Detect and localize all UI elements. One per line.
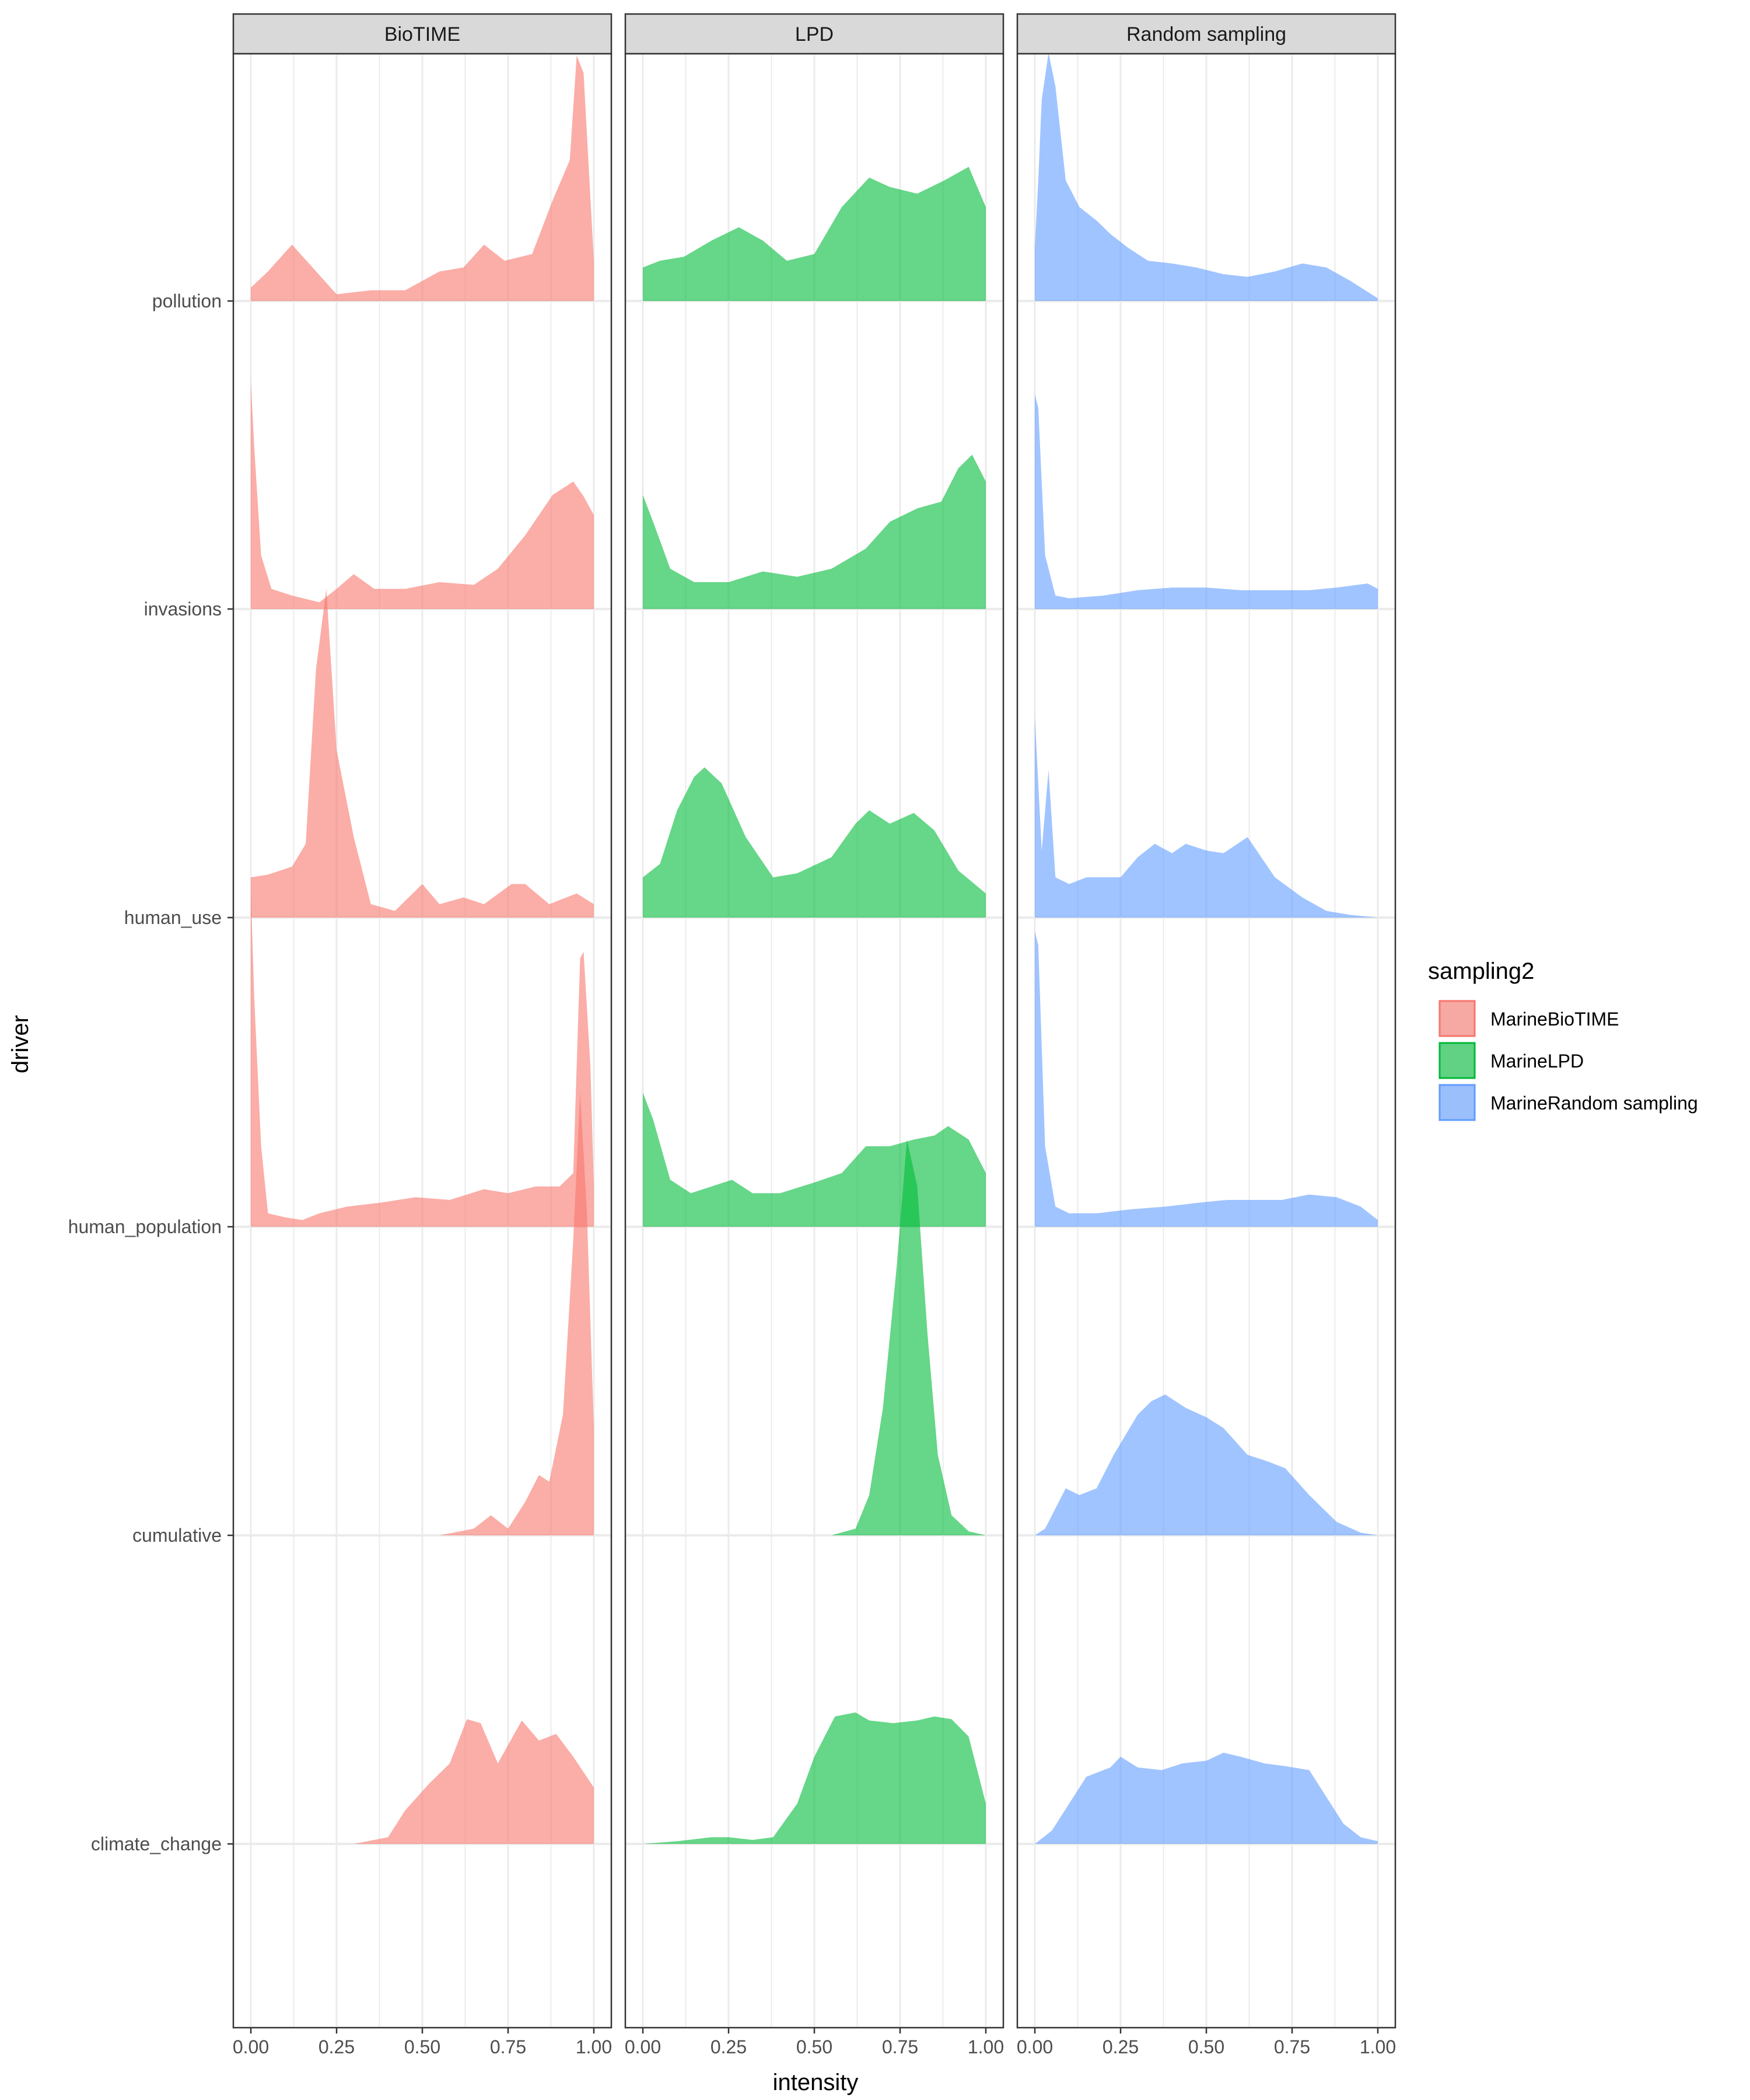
y-tick-label: pollution [152, 290, 222, 312]
legend-item: MarineLPD [1438, 1042, 1584, 1079]
y-tick-label: invasions [144, 598, 222, 620]
facet-strip-label: Random sampling [1126, 23, 1286, 46]
ridge-pollution [1035, 52, 1378, 301]
x-tick-label: 0.50 [1188, 2036, 1224, 2057]
legend-label: MarineRandom sampling [1490, 1093, 1698, 1114]
ridge-climate_change [1035, 1752, 1378, 1844]
ridge-human_use [251, 589, 594, 918]
y-tick-label: cumulative [132, 1525, 222, 1546]
x-tick-label: 1.00 [1360, 2036, 1396, 2057]
ridge-climate_change [643, 1712, 986, 1844]
x-tick-label: 1.00 [968, 2036, 1004, 2057]
legend-title: sampling2 [1428, 958, 1534, 984]
ridge-pollution [643, 167, 986, 301]
x-axes: 0.00 0.25 0.50 0.75 1.00 0.00 0.25 0.50 0.75 1.00… [233, 2028, 1396, 2057]
x-tick-label: 0.25 [318, 2036, 355, 2057]
facet-strip-label: LPD [795, 23, 834, 46]
y-axis-title: driver [8, 1015, 33, 1073]
ridge-cumulative [439, 1093, 594, 1535]
x-tick-label: 0.00 [1017, 2036, 1053, 2057]
ridge-human_population [643, 1093, 986, 1227]
facet-panels: BioTIME LPD Random sampling [232, 13, 1396, 2029]
legend-label: MarineBioTIME [1490, 1009, 1619, 1030]
facet-panel: BioTIME [232, 13, 612, 2029]
ridge-cumulative [1035, 1394, 1378, 1535]
x-tick-label: 0.25 [710, 2036, 747, 2057]
y-tick-label: climate_change [91, 1833, 222, 1854]
y-tick-label: human_use [124, 907, 222, 928]
facet-strip [1016, 13, 1396, 55]
ridge-climate_change [354, 1719, 594, 1844]
ridge-cumulative [831, 1139, 986, 1535]
x-tick-label: 0.25 [1102, 2036, 1139, 2057]
legend-item: MarineRandom sampling [1438, 1084, 1698, 1121]
x-tick-label: 0.75 [490, 2036, 526, 2057]
facet-panel: Random sampling [1016, 13, 1396, 2029]
y-axis: pollution invasions human_use human_populat… [68, 290, 233, 1854]
facet-strip [624, 13, 1005, 55]
legend-item: MarineBioTIME [1438, 1000, 1619, 1037]
facet-panel: LPD [624, 13, 1005, 2029]
legend-swatch [1438, 1042, 1476, 1079]
legend-swatch [1438, 1084, 1476, 1121]
ridge-human_population [251, 891, 594, 1227]
ridge-invasions [1035, 394, 1378, 609]
facet-strip-label: BioTIME [384, 23, 460, 46]
x-tick-label: 1.00 [576, 2036, 612, 2057]
facet-strip [232, 13, 612, 55]
ridge-pollution [251, 55, 594, 301]
ridge-invasions [643, 454, 986, 609]
ridge-invasions [251, 381, 594, 609]
x-tick-label: 0.00 [233, 2036, 269, 2057]
x-tick-label: 0.50 [404, 2036, 440, 2057]
x-tick-label: 0.75 [882, 2036, 918, 2057]
x-tick-label: 0.75 [1274, 2036, 1310, 2057]
y-tick-label: human_population [68, 1216, 222, 1237]
legend-label: MarineLPD [1490, 1051, 1584, 1072]
legend-swatch [1438, 1000, 1476, 1037]
x-tick-label: 0.00 [625, 2036, 661, 2057]
ridge-human_use [643, 767, 986, 918]
x-tick-label: 0.50 [796, 2036, 832, 2057]
ridge-human_use [1035, 716, 1378, 918]
x-axis-title: intensity [773, 2070, 859, 2095]
legend: sampling2 MarineBioTIME MarineLPD MarineRa… [1428, 958, 1698, 1121]
